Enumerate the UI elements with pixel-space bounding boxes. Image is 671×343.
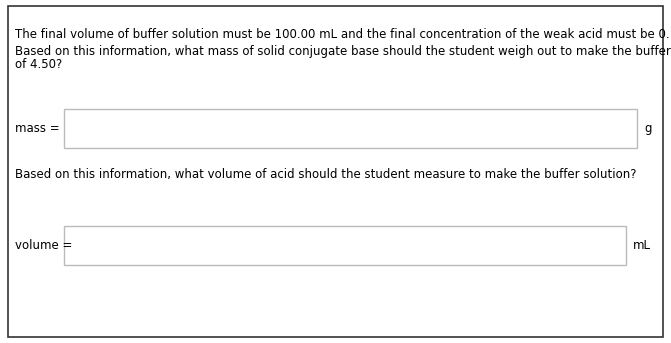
Text: mL: mL xyxy=(633,239,651,252)
Text: volume =: volume = xyxy=(15,239,72,252)
Text: of 4.50?: of 4.50? xyxy=(15,58,62,71)
FancyBboxPatch shape xyxy=(64,109,637,148)
FancyBboxPatch shape xyxy=(64,226,626,265)
Text: The final volume of buffer solution must be 100.00 mL and the final concentratio: The final volume of buffer solution must… xyxy=(15,28,671,41)
Text: Based on this information, what mass of solid conjugate base should the student : Based on this information, what mass of … xyxy=(15,45,671,58)
FancyBboxPatch shape xyxy=(8,6,663,337)
Text: mass =: mass = xyxy=(15,122,60,135)
Text: Based on this information, what volume of acid should the student measure to mak: Based on this information, what volume o… xyxy=(15,168,636,181)
Text: g: g xyxy=(644,122,652,135)
